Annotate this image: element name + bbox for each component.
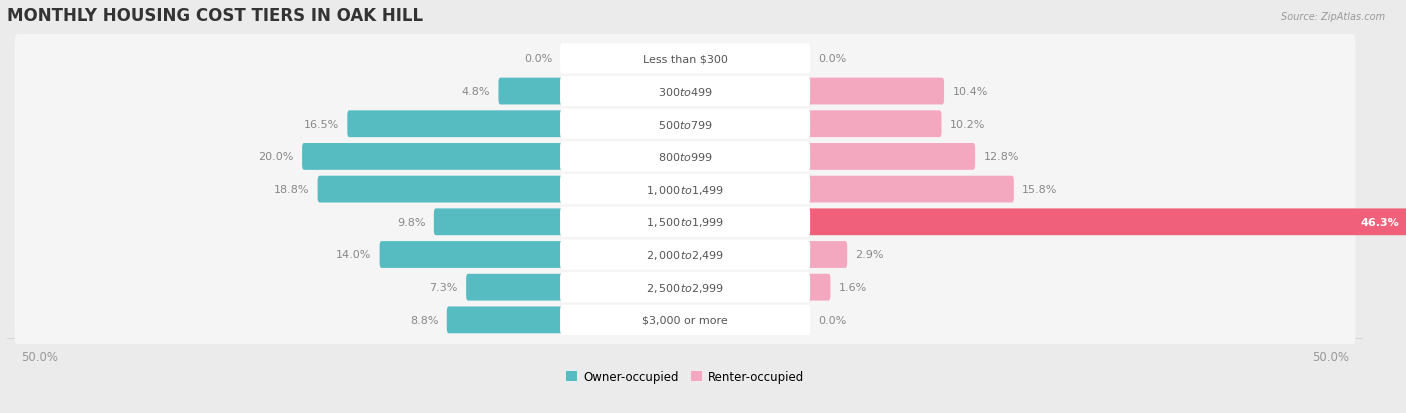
Text: $2,000 to $2,499: $2,000 to $2,499 [645,248,724,261]
Text: $1,500 to $1,999: $1,500 to $1,999 [645,216,724,229]
FancyBboxPatch shape [560,175,810,205]
FancyBboxPatch shape [806,78,943,105]
FancyBboxPatch shape [560,142,810,172]
FancyBboxPatch shape [806,111,942,138]
FancyBboxPatch shape [560,240,810,270]
FancyBboxPatch shape [14,195,1355,250]
FancyBboxPatch shape [14,32,1355,87]
Text: 20.0%: 20.0% [259,152,294,162]
FancyBboxPatch shape [806,242,848,268]
Text: $300 to $499: $300 to $499 [658,86,713,98]
FancyBboxPatch shape [560,305,810,335]
Text: 18.8%: 18.8% [274,185,309,195]
Text: 1.6%: 1.6% [839,282,868,292]
FancyBboxPatch shape [14,64,1355,119]
Text: 0.0%: 0.0% [524,54,553,64]
Text: 0.0%: 0.0% [818,54,846,64]
FancyBboxPatch shape [14,97,1355,152]
FancyBboxPatch shape [447,307,564,333]
Text: MONTHLY HOUSING COST TIERS IN OAK HILL: MONTHLY HOUSING COST TIERS IN OAK HILL [7,7,423,25]
FancyBboxPatch shape [806,176,1014,203]
Text: 2.9%: 2.9% [856,250,884,260]
Text: 8.8%: 8.8% [411,315,439,325]
FancyBboxPatch shape [806,209,1406,236]
FancyBboxPatch shape [560,77,810,107]
FancyBboxPatch shape [560,44,810,74]
Text: 10.2%: 10.2% [950,119,986,129]
Legend: Owner-occupied, Renter-occupied: Owner-occupied, Renter-occupied [561,366,810,388]
FancyBboxPatch shape [14,260,1355,315]
Text: 4.8%: 4.8% [461,87,491,97]
Text: Less than $300: Less than $300 [643,54,727,64]
FancyBboxPatch shape [560,273,810,302]
FancyBboxPatch shape [806,144,976,171]
FancyBboxPatch shape [380,242,564,268]
FancyBboxPatch shape [499,78,564,105]
FancyBboxPatch shape [14,228,1355,282]
FancyBboxPatch shape [302,144,564,171]
Text: $3,000 or more: $3,000 or more [643,315,728,325]
Text: 10.4%: 10.4% [952,87,988,97]
Text: Source: ZipAtlas.com: Source: ZipAtlas.com [1281,12,1385,22]
Text: 46.3%: 46.3% [1361,217,1399,227]
Text: 0.0%: 0.0% [818,315,846,325]
FancyBboxPatch shape [467,274,564,301]
Text: 7.3%: 7.3% [429,282,458,292]
Text: $2,500 to $2,999: $2,500 to $2,999 [645,281,724,294]
FancyBboxPatch shape [560,109,810,140]
Text: $800 to $999: $800 to $999 [658,151,713,163]
FancyBboxPatch shape [14,162,1355,217]
FancyBboxPatch shape [318,176,564,203]
Text: 15.8%: 15.8% [1022,185,1057,195]
FancyBboxPatch shape [347,111,564,138]
FancyBboxPatch shape [806,274,831,301]
FancyBboxPatch shape [434,209,564,236]
Text: $1,000 to $1,499: $1,000 to $1,499 [645,183,724,196]
Text: 14.0%: 14.0% [336,250,371,260]
Text: 9.8%: 9.8% [396,217,426,227]
Text: $500 to $799: $500 to $799 [658,119,713,131]
FancyBboxPatch shape [14,293,1355,347]
FancyBboxPatch shape [560,207,810,237]
Text: 12.8%: 12.8% [983,152,1019,162]
FancyBboxPatch shape [14,130,1355,185]
Text: 16.5%: 16.5% [304,119,339,129]
